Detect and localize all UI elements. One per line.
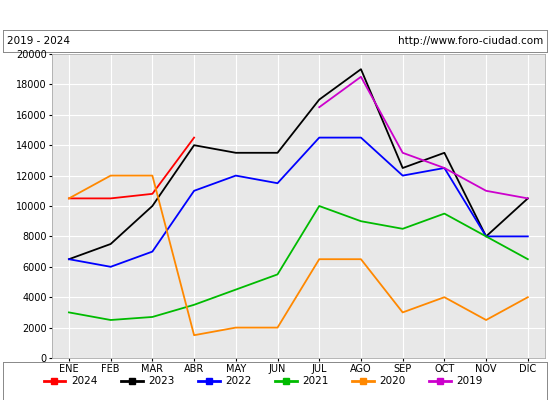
Text: 2020: 2020 — [379, 376, 405, 386]
Text: 2019 - 2024: 2019 - 2024 — [7, 36, 70, 46]
Text: Evolucion Nº Turistas Extranjeros en el municipio de Salamanca: Evolucion Nº Turistas Extranjeros en el … — [51, 8, 499, 22]
Text: 2024: 2024 — [71, 376, 97, 386]
Text: 2019: 2019 — [456, 376, 483, 386]
Text: 2021: 2021 — [302, 376, 328, 386]
Text: 2023: 2023 — [148, 376, 174, 386]
Text: 2022: 2022 — [225, 376, 251, 386]
Text: http://www.foro-ciudad.com: http://www.foro-ciudad.com — [398, 36, 543, 46]
